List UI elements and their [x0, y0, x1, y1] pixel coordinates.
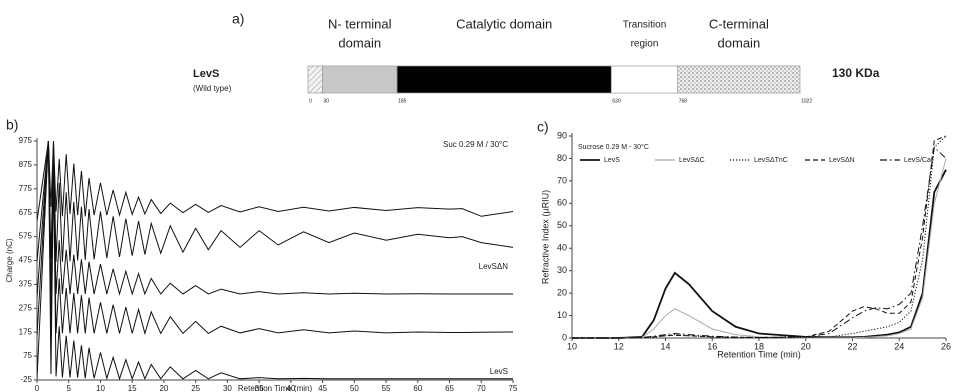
position-label: 30 — [323, 98, 329, 104]
x-axis-label: Retention Time (min) — [238, 384, 313, 392]
y-tick-label: 20 — [557, 287, 567, 297]
data-line — [37, 140, 513, 381]
y-tick-label: 775 — [19, 184, 33, 193]
x-tick-label: 60 — [413, 384, 422, 392]
y-tick-label: 75 — [23, 351, 32, 360]
y-tick-label: 40 — [557, 243, 567, 253]
y-tick-label: 975 — [19, 136, 33, 145]
y-axis-label: Refractive Index (µRIU) — [540, 190, 550, 284]
x-tick-label: 18 — [754, 341, 764, 351]
domain-heading: domain — [338, 35, 381, 50]
plot-area — [572, 135, 947, 339]
position-label: 185 — [398, 98, 407, 104]
position-label: 1022 — [801, 98, 812, 104]
x-tick-label: 14 — [660, 341, 670, 351]
x-tick-label: 20 — [801, 341, 811, 351]
x-tick-label: 5 — [67, 384, 72, 392]
domain-heading: Catalytic domain — [456, 16, 552, 31]
y-tick-label: 50 — [557, 220, 567, 230]
data-line — [37, 140, 513, 298]
domain-segment — [396, 65, 612, 94]
x-tick-label: 20 — [159, 384, 168, 392]
y-tick-label: 10 — [557, 310, 567, 320]
data-line — [37, 140, 514, 336]
domain-heading: region — [631, 39, 659, 50]
x-tick-label: 15 — [128, 384, 137, 392]
protein-mass: 130 KDa — [832, 66, 880, 80]
x-tick-label: 75 — [509, 384, 518, 392]
data-line — [572, 146, 947, 339]
x-tick-label: 10 — [96, 384, 105, 392]
panel-label: b) — [6, 117, 18, 133]
chart-title: Sucrose 0.29 M - 30°C — [578, 143, 649, 151]
legend-label: LevS/Cat — [904, 157, 933, 164]
data-line — [37, 140, 514, 262]
panel-label: a) — [232, 11, 244, 27]
plot-area — [37, 140, 514, 381]
data-line — [572, 135, 947, 339]
position-label: 0 — [309, 98, 312, 104]
domain-segment — [677, 65, 801, 94]
y-tick-label: 375 — [19, 280, 33, 289]
domain-segment — [322, 65, 398, 94]
y-tick-label: 175 — [19, 327, 33, 336]
x-axis-label: Retention Time (min) — [717, 349, 801, 359]
y-tick-label: 30 — [557, 265, 567, 275]
x-tick-label: 50 — [350, 384, 359, 392]
data-line — [37, 140, 514, 222]
domain-heading: Transition — [623, 20, 667, 31]
chart-title: Suc 0.29 M / 30°C — [443, 140, 508, 149]
y-tick-label: 475 — [19, 256, 33, 265]
x-tick-label: 40 — [286, 384, 295, 392]
y-tick-label: 875 — [19, 160, 33, 169]
data-line — [572, 158, 947, 339]
x-tick-label: 30 — [223, 384, 232, 392]
x-tick-label: 26 — [941, 341, 951, 351]
x-tick-label: 22 — [847, 341, 857, 351]
trace-label: LevSΔN — [479, 262, 509, 271]
data-line — [572, 169, 947, 339]
x-tick-label: 0 — [35, 384, 40, 392]
y-tick-label: 80 — [557, 153, 567, 163]
x-tick-label: 45 — [318, 384, 327, 392]
position-label: 768 — [679, 98, 688, 104]
x-tick-label: 10 — [567, 341, 577, 351]
x-tick-label: 24 — [894, 341, 904, 351]
y-tick-label: 575 — [19, 232, 33, 241]
domain-segment — [610, 65, 679, 94]
y-tick-label: 90 — [557, 130, 567, 140]
x-tick-label: 25 — [191, 384, 200, 392]
y-tick-label: 275 — [19, 303, 33, 312]
panel-label: c) — [537, 119, 549, 135]
y-tick-label: 70 — [557, 175, 567, 185]
x-tick-label: 16 — [707, 341, 717, 351]
y-tick-label: 60 — [557, 198, 567, 208]
y-tick-label: 675 — [19, 208, 33, 217]
domain-heading: N- terminal — [328, 16, 392, 31]
y-tick-label: -25 — [20, 375, 32, 384]
protein-variant: (Wild type) — [193, 84, 232, 93]
x-tick-label: 55 — [382, 384, 391, 392]
domain-segment — [307, 65, 323, 94]
x-tick-label: 35 — [255, 384, 264, 392]
x-tick-label: 70 — [477, 384, 486, 392]
legend-label: LevSΔN — [829, 157, 855, 164]
legend-label: LevS — [604, 157, 620, 164]
protein-name: LevS — [193, 68, 219, 80]
position-label: 630 — [612, 98, 621, 104]
y-axis-label: Charge (nC) — [5, 238, 14, 282]
legend-label: LevSΔTnC — [754, 157, 788, 164]
legend-label: LevSΔC — [679, 157, 705, 164]
domain-heading: C-terminal — [709, 16, 769, 31]
x-tick-label: 12 — [614, 341, 624, 351]
trace-label: LevS — [490, 367, 508, 376]
domain-heading: domain — [718, 35, 761, 50]
x-tick-label: 65 — [445, 384, 454, 392]
y-tick-label: 0 — [562, 332, 567, 342]
